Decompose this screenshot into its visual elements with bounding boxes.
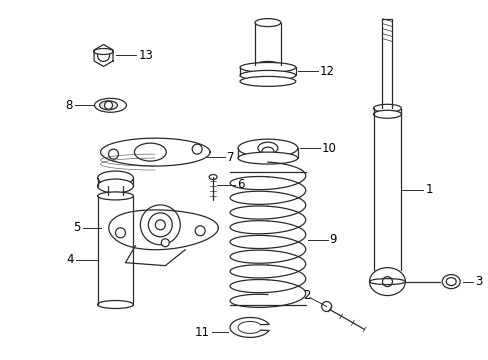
Circle shape	[321, 302, 331, 311]
Circle shape	[98, 50, 109, 62]
Text: 11: 11	[195, 326, 210, 339]
Ellipse shape	[94, 49, 113, 54]
Text: 2: 2	[303, 289, 310, 302]
Ellipse shape	[107, 193, 123, 197]
Ellipse shape	[238, 139, 297, 157]
Text: 3: 3	[474, 275, 482, 288]
Circle shape	[140, 205, 180, 245]
Circle shape	[192, 144, 202, 154]
Circle shape	[108, 149, 118, 159]
Ellipse shape	[238, 152, 297, 164]
Ellipse shape	[98, 171, 133, 185]
Text: 8: 8	[65, 99, 73, 112]
Ellipse shape	[254, 62, 280, 69]
Text: 4: 4	[66, 253, 74, 266]
Circle shape	[161, 239, 169, 247]
Ellipse shape	[373, 104, 401, 112]
Text: 6: 6	[237, 179, 244, 192]
Ellipse shape	[262, 147, 273, 155]
Text: 5: 5	[73, 221, 81, 234]
Ellipse shape	[240, 71, 295, 80]
Text: 13: 13	[138, 49, 153, 62]
Ellipse shape	[98, 301, 133, 309]
Ellipse shape	[373, 110, 401, 118]
Ellipse shape	[98, 179, 133, 193]
Ellipse shape	[240, 62, 295, 72]
Ellipse shape	[240, 76, 295, 86]
Ellipse shape	[258, 142, 277, 154]
Circle shape	[115, 228, 125, 238]
Text: 10: 10	[321, 141, 336, 155]
Circle shape	[104, 101, 112, 109]
Ellipse shape	[100, 101, 117, 110]
Ellipse shape	[254, 19, 280, 27]
Text: 1: 1	[425, 184, 432, 197]
Text: 7: 7	[226, 150, 234, 163]
Text: 9: 9	[329, 233, 337, 246]
Circle shape	[382, 276, 392, 287]
Ellipse shape	[94, 98, 126, 112]
Ellipse shape	[134, 143, 166, 161]
Ellipse shape	[98, 192, 133, 200]
Text: 12: 12	[319, 65, 334, 78]
Ellipse shape	[446, 278, 455, 285]
Ellipse shape	[209, 175, 217, 180]
Circle shape	[148, 213, 172, 237]
Ellipse shape	[369, 268, 405, 296]
Circle shape	[195, 226, 205, 236]
Ellipse shape	[441, 275, 459, 289]
Circle shape	[155, 220, 165, 230]
